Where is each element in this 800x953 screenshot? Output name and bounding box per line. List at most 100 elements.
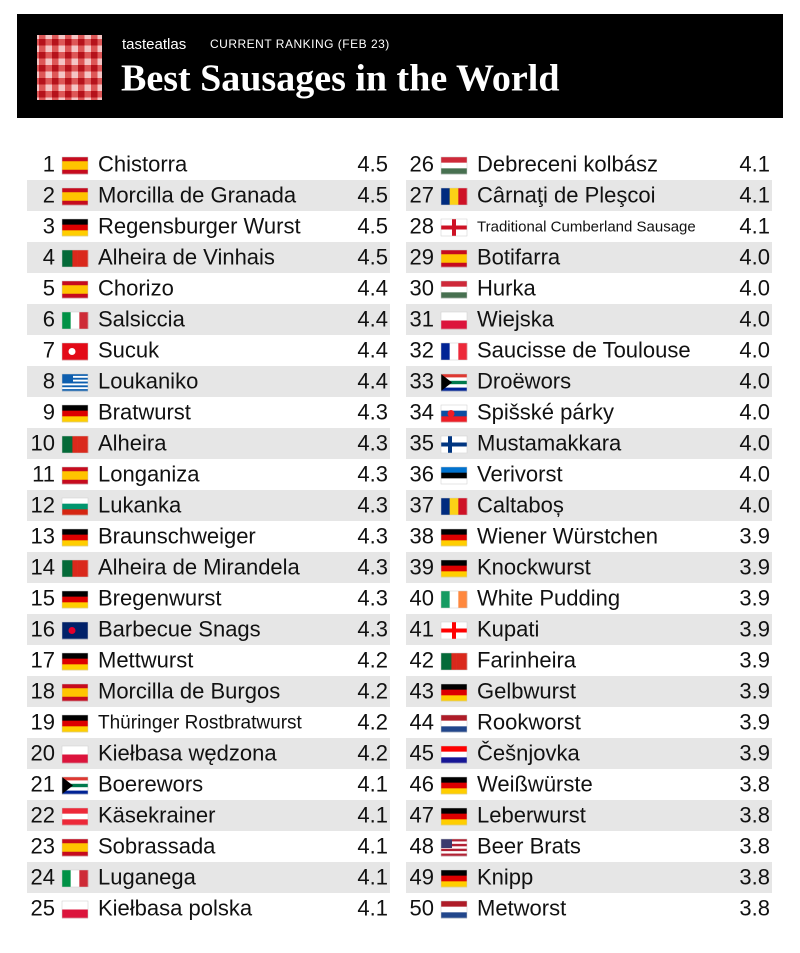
flag-stripe bbox=[62, 715, 88, 721]
flag-stripe bbox=[441, 377, 467, 382]
flag-border bbox=[61, 466, 89, 485]
flag bbox=[61, 218, 89, 237]
sausage-name: Verivorst bbox=[477, 461, 563, 486]
flag-stripe bbox=[441, 841, 467, 845]
rank: 34 bbox=[410, 399, 434, 424]
flag-stripe bbox=[62, 312, 71, 329]
flag bbox=[61, 745, 89, 764]
flag bbox=[440, 807, 468, 826]
rating: 4.1 bbox=[357, 802, 388, 827]
rank: 40 bbox=[410, 585, 434, 610]
flag-stripe bbox=[62, 389, 88, 392]
rating: 3.9 bbox=[739, 678, 770, 703]
header-band bbox=[17, 14, 783, 118]
rating: 4.1 bbox=[739, 213, 770, 238]
flag bbox=[61, 435, 89, 454]
flag-stripe bbox=[441, 870, 467, 876]
rating: 4.1 bbox=[739, 151, 770, 176]
rank: 5 bbox=[43, 275, 55, 300]
sausage-name: Češnjovka bbox=[477, 740, 580, 765]
rating: 3.9 bbox=[739, 616, 770, 641]
rating: 4.3 bbox=[357, 523, 388, 548]
rating: 4.2 bbox=[357, 709, 388, 734]
sausage-name: Chistorra bbox=[98, 151, 188, 176]
flag-stripe bbox=[441, 168, 467, 175]
sausage-name: Luganega bbox=[98, 864, 197, 889]
sausage-name: Salsiccia bbox=[98, 306, 186, 331]
flag-stripe bbox=[82, 250, 89, 267]
flag-stripe bbox=[62, 416, 88, 423]
rank: 12 bbox=[31, 492, 55, 517]
flag-stripe bbox=[441, 467, 467, 473]
flag bbox=[440, 652, 468, 671]
rating: 4.4 bbox=[357, 275, 388, 300]
flag bbox=[440, 621, 468, 640]
flag-stripe bbox=[441, 912, 467, 919]
rank: 8 bbox=[43, 368, 55, 393]
sausage-name: Kiełbasa wędzona bbox=[98, 740, 277, 765]
rating: 4.4 bbox=[357, 368, 388, 393]
flag-stripe bbox=[62, 787, 88, 791]
flag-stripe bbox=[62, 658, 88, 665]
flag-emblem bbox=[68, 627, 76, 634]
rating: 3.8 bbox=[739, 864, 770, 889]
rank: 43 bbox=[410, 678, 434, 703]
flag-border bbox=[440, 187, 468, 206]
flag-border bbox=[61, 869, 89, 888]
flag-stripe bbox=[441, 726, 467, 733]
flag bbox=[61, 621, 89, 640]
flag bbox=[61, 373, 89, 392]
flag bbox=[61, 249, 89, 268]
flag-stripe bbox=[62, 726, 88, 733]
flag-stripe bbox=[62, 293, 88, 299]
flag-stripe bbox=[441, 757, 467, 764]
flag-stripe bbox=[441, 565, 467, 572]
rating: 4.1 bbox=[357, 833, 388, 858]
sausage-name: Mustamakkara bbox=[477, 430, 622, 455]
flag-border bbox=[440, 652, 468, 671]
flag bbox=[61, 497, 89, 516]
flag-stripe bbox=[441, 689, 467, 696]
flag-stripe bbox=[62, 534, 88, 541]
sausage-name: Bregenwurst bbox=[98, 585, 222, 610]
flag-border bbox=[440, 683, 468, 702]
flag-stripe bbox=[441, 788, 467, 795]
rank: 37 bbox=[410, 492, 434, 517]
flag-stripe bbox=[441, 875, 467, 882]
flag-stripe bbox=[441, 534, 467, 541]
flag-stripe bbox=[62, 692, 88, 698]
sausage-name: Rookworst bbox=[477, 709, 581, 734]
rating: 4.5 bbox=[357, 151, 388, 176]
flag-cross bbox=[441, 628, 467, 633]
flag-stripe bbox=[62, 161, 88, 166]
flag-stripe bbox=[77, 436, 84, 453]
flag bbox=[440, 528, 468, 547]
sausage-name: Saucisse de Toulouse bbox=[477, 337, 691, 362]
flag-border bbox=[440, 714, 468, 733]
flag-stripe bbox=[79, 312, 89, 329]
rating: 4.4 bbox=[357, 337, 388, 362]
subtitle: CURRENT RANKING (FEB 23) bbox=[210, 37, 390, 51]
flag-border bbox=[61, 559, 89, 578]
rank: 38 bbox=[410, 523, 434, 548]
rank: 10 bbox=[31, 430, 55, 455]
flag-stripe bbox=[441, 571, 467, 578]
rank: 28 bbox=[410, 213, 434, 238]
rank: 32 bbox=[410, 337, 434, 362]
flag-stripe bbox=[72, 436, 78, 453]
sausage-name: Leberwurst bbox=[477, 802, 586, 827]
flag bbox=[440, 745, 468, 764]
sausage-name: Alheira de Mirandela bbox=[98, 554, 301, 579]
flag bbox=[61, 776, 89, 795]
flag-stripe bbox=[441, 819, 467, 826]
rank: 2 bbox=[43, 182, 55, 207]
brand: tasteatlas bbox=[122, 36, 186, 53]
flag bbox=[440, 373, 468, 392]
flag-stripe bbox=[441, 162, 467, 169]
flag bbox=[440, 683, 468, 702]
flag-border bbox=[440, 528, 468, 547]
flag-border bbox=[61, 590, 89, 609]
flag-stripe bbox=[441, 416, 467, 423]
sausage-name: Morcilla de Burgos bbox=[98, 678, 280, 703]
